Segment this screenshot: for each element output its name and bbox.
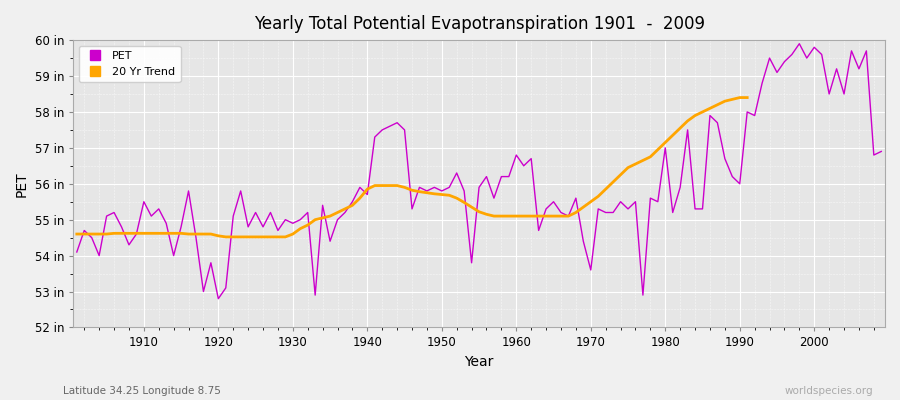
Legend: PET, 20 Yr Trend: PET, 20 Yr Trend	[78, 46, 181, 82]
Y-axis label: PET: PET	[15, 171, 29, 196]
Text: Latitude 34.25 Longitude 8.75: Latitude 34.25 Longitude 8.75	[63, 386, 220, 396]
Text: worldspecies.org: worldspecies.org	[785, 386, 873, 396]
Title: Yearly Total Potential Evapotranspiration 1901  -  2009: Yearly Total Potential Evapotranspiratio…	[254, 15, 705, 33]
X-axis label: Year: Year	[464, 355, 494, 369]
